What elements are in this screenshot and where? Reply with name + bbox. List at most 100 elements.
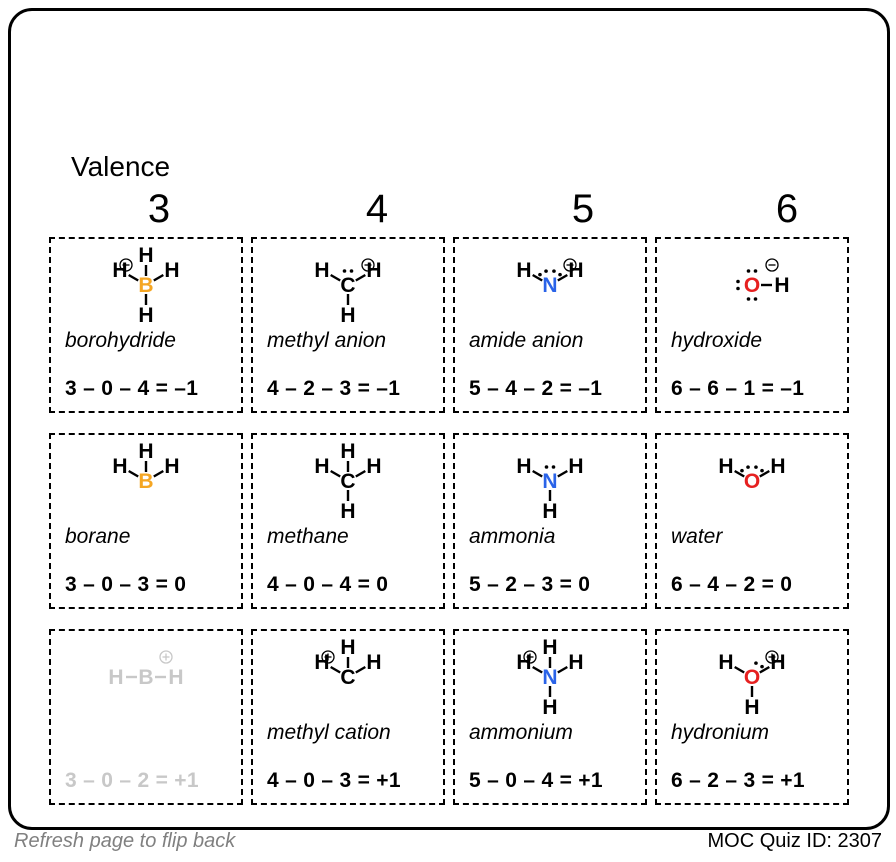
formal-charge-formula: 5 – 2 – 3 = 0 (469, 573, 590, 597)
svg-text:H: H (568, 455, 583, 478)
formal-charge-formula: 6 – 4 – 2 = 0 (671, 573, 792, 597)
svg-text:B: B (138, 274, 153, 297)
species-name: methyl cation (267, 721, 391, 745)
svg-text:O: O (744, 666, 760, 689)
molecule-diagram: HO (657, 245, 847, 317)
svg-text:N: N (542, 666, 557, 689)
svg-text:H: H (340, 304, 355, 323)
svg-text:H: H (164, 455, 179, 478)
species-name: borohydride (65, 329, 176, 353)
column-header-valence: 4 (337, 187, 417, 232)
species-cell: HHHHN ammonium 5 – 0 – 4 = +1 (453, 629, 647, 805)
svg-text:H: H (718, 455, 733, 478)
valence-heading: Valence (71, 151, 170, 183)
formal-charge-formula: 5 – 4 – 2 = –1 (469, 377, 602, 401)
svg-text:H: H (366, 455, 381, 478)
footer-quiz-id: MOC Quiz ID: 2307 (707, 830, 882, 853)
species-cell: HHHHCmethane4 – 0 – 4 = 0 (251, 433, 445, 609)
molecule-diagram: HHHC (253, 637, 443, 709)
svg-text:H: H (568, 651, 583, 674)
molecule-diagram: H HB (51, 637, 241, 709)
formal-charge-formula: 6 – 2 – 3 = +1 (671, 769, 805, 793)
svg-text:H: H (516, 259, 531, 282)
species-cell: HHHBborane3 – 0 – 3 = 0 (49, 433, 243, 609)
page: Valence 3456 HHHHBborohydride3 – 0 – 4 =… (0, 0, 896, 862)
svg-text:H: H (744, 696, 759, 715)
column-header-valence: 6 (747, 187, 827, 232)
formal-charge-formula: 4 – 2 – 3 = –1 (267, 377, 400, 401)
svg-text:H: H (542, 696, 557, 715)
svg-text:H: H (138, 245, 153, 267)
molecule-diagram: HHHHC (253, 441, 443, 513)
species-cell: HHHO hydronium 6 – 2 – 3 = +1 (655, 629, 849, 805)
species-cell: HHN amide anion 5 – 4 – 2 = –1 (453, 237, 647, 413)
molecule-diagram: HHHO (657, 637, 847, 709)
species-cell: HHHHB borohydride 3 – 0 – 4 = –1 (49, 237, 243, 413)
species-cell: HHHC methyl anion 4 – 2 – 3 = –1 (251, 237, 445, 413)
species-cell: HOhydroxide6 – 6 – 1 = –1 (655, 237, 849, 413)
species-name: ammonia (469, 525, 555, 549)
svg-text:H: H (314, 455, 329, 478)
svg-text:H: H (366, 651, 381, 674)
formal-charge-formula: 5 – 0 – 4 = +1 (469, 769, 603, 793)
molecule-diagram: HHHC (253, 245, 443, 317)
svg-text:H: H (770, 455, 785, 478)
molecule-diagram: HHN (455, 245, 645, 317)
svg-text:C: C (340, 470, 355, 493)
svg-text:H: H (340, 500, 355, 519)
species-name: borane (65, 525, 130, 549)
footer-hint: Refresh page to flip back (14, 830, 235, 853)
species-cell: HHHC methyl cation 4 – 0 – 3 = +1 (251, 629, 445, 805)
formal-charge-formula: 3 – 0 – 2 = +1 (65, 769, 199, 793)
svg-text:H: H (168, 666, 183, 689)
svg-text:H: H (314, 259, 329, 282)
species-name: methane (267, 525, 349, 549)
molecule-diagram: HHHB (51, 441, 241, 513)
molecule-diagram: HHHN (455, 441, 645, 513)
svg-text:H: H (542, 637, 557, 659)
species-name: hydronium (671, 721, 769, 745)
species-name: ammonium (469, 721, 573, 745)
species-grid: HHHHBborohydride3 – 0 – 4 = –1HHHCmethyl… (49, 237, 869, 805)
svg-text:H: H (542, 500, 557, 519)
grid-row: HHHHBborohydride3 – 0 – 4 = –1HHHCmethyl… (49, 237, 869, 413)
species-name: methyl anion (267, 329, 386, 353)
molecule-diagram: HHHHN (455, 637, 645, 709)
molecule-diagram: HHHHB (51, 245, 241, 317)
species-name: water (671, 525, 722, 549)
formal-charge-formula: 4 – 0 – 3 = +1 (267, 769, 401, 793)
svg-text:H: H (138, 441, 153, 463)
formal-charge-formula: 6 – 6 – 1 = –1 (671, 377, 804, 401)
svg-text:H: H (340, 637, 355, 659)
svg-text:N: N (542, 470, 557, 493)
formal-charge-formula: 4 – 0 – 4 = 0 (267, 573, 388, 597)
svg-text:H: H (164, 259, 179, 282)
svg-text:C: C (340, 274, 355, 297)
svg-text:H: H (108, 666, 123, 689)
formal-charge-formula: 3 – 0 – 4 = –1 (65, 377, 198, 401)
svg-text:H: H (340, 441, 355, 463)
species-cell: H HB 3 – 0 – 2 = +1 (49, 629, 243, 805)
svg-text:O: O (744, 470, 760, 493)
svg-text:H: H (138, 304, 153, 323)
flashcard: Valence 3456 HHHHBborohydride3 – 0 – 4 =… (8, 8, 890, 830)
svg-text:N: N (542, 274, 557, 297)
column-header-valence: 3 (119, 187, 199, 232)
svg-text:B: B (138, 666, 153, 689)
grid-row: HHB3 – 0 – 2 = +1HHHCmethyl cation4 – 0 … (49, 629, 869, 805)
species-cell: H H HNammonia 5 – 2 – 3 = 0 (453, 433, 647, 609)
svg-text:B: B (138, 470, 153, 493)
column-header-valence: 5 (543, 187, 623, 232)
svg-text:H: H (718, 651, 733, 674)
svg-text:C: C (340, 666, 355, 689)
grid-row: HHHBborane3 – 0 – 3 = 0HHHHCmethane4 – 0… (49, 433, 869, 609)
formal-charge-formula: 3 – 0 – 3 = 0 (65, 573, 186, 597)
svg-text:H: H (774, 274, 789, 297)
molecule-diagram: H HO (657, 441, 847, 513)
species-name: hydroxide (671, 329, 762, 353)
species-name: amide anion (469, 329, 583, 353)
svg-text:H: H (516, 455, 531, 478)
species-cell: H HOwater 6 – 4 – 2 = 0 (655, 433, 849, 609)
svg-text:O: O (744, 274, 760, 297)
svg-text:H: H (112, 455, 127, 478)
